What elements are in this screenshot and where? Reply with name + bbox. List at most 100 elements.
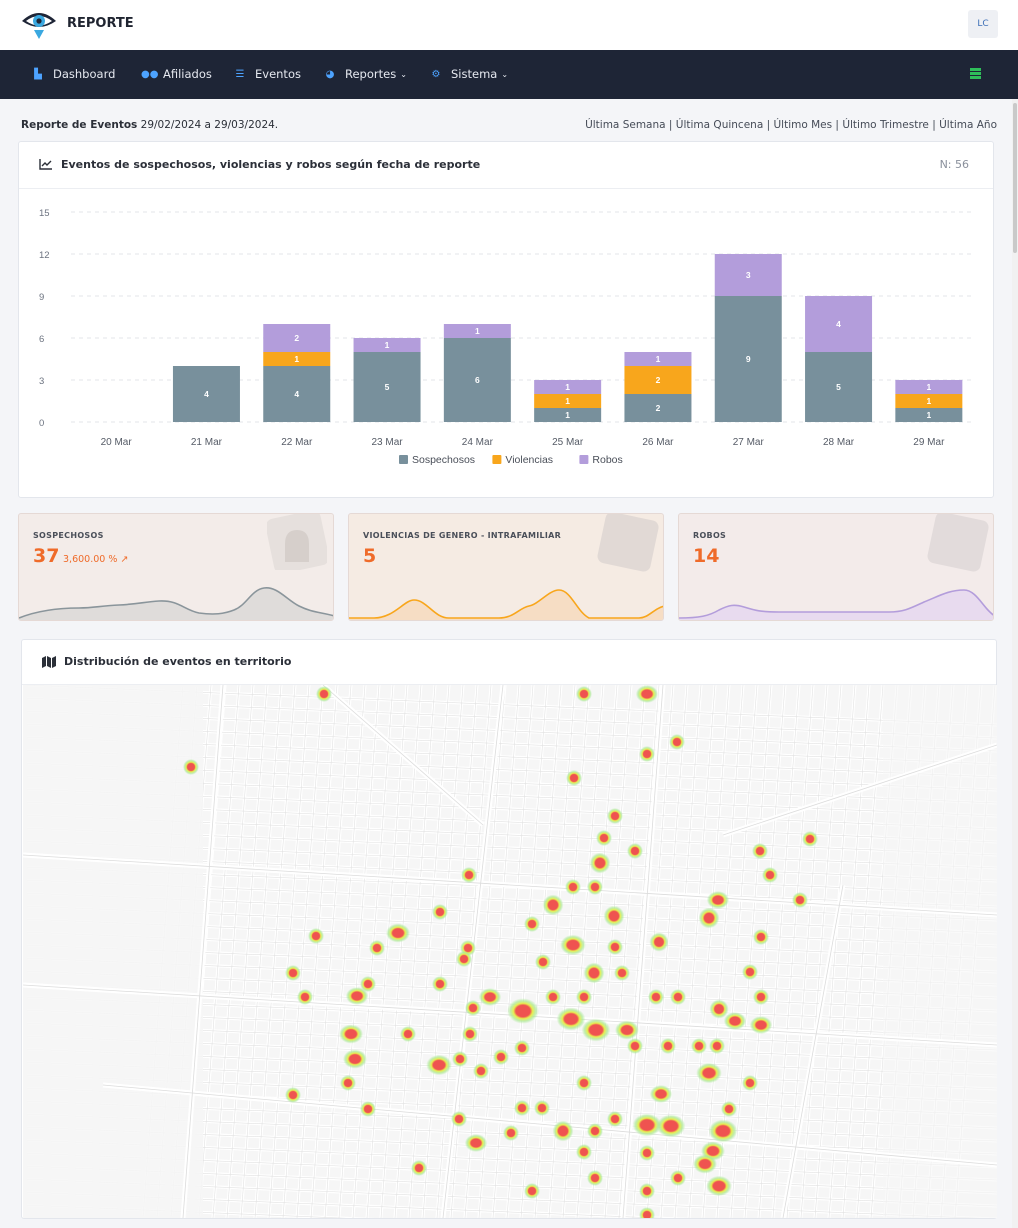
block-edge	[436, 685, 478, 1218]
x-tick-label: 20 Mar	[101, 437, 133, 448]
page-scrollbar[interactable]	[1012, 99, 1018, 1228]
nav-eventos[interactable]: ☰ Eventos	[233, 67, 301, 81]
stat-card-violencias: VIOLENCIAS DE GENERO - INTRAFAMILIAR 5	[348, 513, 664, 621]
city-map[interactable]	[23, 685, 997, 1218]
heat-point	[524, 916, 540, 932]
legend-label: Sospechosos	[412, 454, 475, 466]
map-title: Distribución de eventos en territorio	[64, 655, 292, 668]
bar-segment	[895, 408, 963, 422]
block-edge	[730, 685, 772, 1218]
bar-segment	[172, 366, 240, 422]
heat-point	[706, 891, 730, 909]
heat-point	[698, 907, 720, 929]
chevron-down-icon: ⌄	[501, 69, 509, 79]
heat-point	[589, 852, 611, 874]
x-tick-label: 24 Mar	[462, 437, 494, 448]
bar-data-label: 1	[565, 382, 570, 392]
range-last-year[interactable]: Última Año	[939, 119, 997, 131]
stat-card-robos: ROBOS 14	[678, 513, 994, 621]
bar-data-label: 5	[385, 382, 390, 392]
heat-point	[587, 879, 603, 895]
heat-point	[514, 1040, 530, 1056]
heat-point	[615, 1020, 639, 1040]
range-last-month[interactable]: Último Mes	[773, 119, 833, 131]
x-tick-label: 26 Mar	[642, 437, 674, 448]
x-tick-label: 27 Mar	[733, 437, 765, 448]
block-edge	[520, 685, 562, 1218]
heat-point	[639, 1207, 655, 1218]
heat-point	[632, 1113, 662, 1137]
x-tick-label: 28 Mar	[823, 437, 855, 448]
heat-point	[478, 988, 502, 1006]
range-last-week[interactable]: Última Semana	[585, 119, 666, 131]
bar-segment	[263, 324, 331, 352]
x-tick-label: 25 Mar	[552, 437, 584, 448]
nav-afiliados[interactable]: ●● Afiliados	[141, 67, 212, 81]
heat-point	[639, 1183, 655, 1199]
heat-point	[285, 1087, 301, 1103]
y-tick-label: 15	[39, 208, 50, 219]
heat-point	[660, 1038, 676, 1054]
block-edge	[324, 685, 366, 1218]
territory-map-card: Distribución de eventos en territorio	[21, 639, 997, 1219]
heat-point	[607, 939, 623, 955]
nav-afiliados-label: Afiliados	[163, 67, 212, 81]
bar-segment	[263, 366, 331, 422]
nav-reportes[interactable]: ◕ Reportes ⌄	[323, 67, 407, 81]
heat-point	[524, 1183, 540, 1199]
chart-title: Eventos de sospechosos, violencias y rob…	[61, 158, 481, 171]
x-tick-label: 21 Mar	[191, 437, 223, 448]
stat-card-sospechosos: SOSPECHOSOS 37 3,600.00 % ↗	[18, 513, 334, 621]
stat-value: 37	[33, 545, 60, 567]
heat-point	[639, 746, 655, 762]
heat-point	[297, 989, 313, 1005]
heat-point	[583, 962, 605, 984]
heat-point	[749, 1016, 773, 1034]
sospechosos-sparkline	[19, 587, 333, 620]
heat-point	[386, 923, 410, 943]
nav-dashboard[interactable]: ▙ Dashboard	[31, 67, 115, 81]
heatmap-map[interactable]	[23, 685, 997, 1218]
spreadsheet-icon[interactable]	[970, 68, 981, 79]
heat-point	[560, 934, 586, 956]
nav-sistema[interactable]: ⚙ Sistema ⌄	[429, 67, 509, 81]
brand-name[interactable]: REPORTE	[67, 16, 134, 31]
block-edge	[618, 685, 660, 1218]
trend-up-icon: ↗	[120, 554, 129, 565]
bar-data-label: 4	[836, 319, 841, 329]
range-last-quarter[interactable]: Último Trimestre	[842, 119, 929, 131]
bar-segment	[624, 366, 692, 394]
bar-segment	[534, 408, 602, 422]
heat-point	[603, 905, 625, 927]
heat-point	[587, 1170, 603, 1186]
bar-segment	[624, 352, 692, 366]
legend-label: Violencias	[505, 454, 553, 466]
user-avatar[interactable]: LC	[968, 10, 998, 38]
bar-data-label: 2	[294, 333, 299, 343]
heat-point	[432, 976, 448, 992]
bar-data-label: 1	[385, 340, 390, 350]
block-edge	[240, 685, 282, 1218]
heat-point	[669, 734, 685, 750]
heat-point	[708, 1119, 738, 1143]
range-last-fortnight[interactable]: Última Quincena	[675, 119, 764, 131]
bar-segment	[895, 380, 963, 394]
users-icon: ●●	[141, 68, 159, 80]
heat-point	[576, 686, 592, 702]
heat-point	[581, 1018, 611, 1042]
block-edge	[366, 685, 408, 1218]
chevron-down-icon: ⌄	[400, 69, 407, 79]
robos-sparkline	[679, 589, 993, 620]
bar-data-label: 4	[294, 389, 299, 399]
bar-data-label: 3	[746, 270, 751, 280]
heat-point	[360, 976, 376, 992]
heat-point	[635, 685, 659, 703]
heat-point	[752, 843, 768, 859]
nav-sistema-label: Sistema	[451, 67, 498, 81]
y-tick-label: 6	[39, 334, 44, 345]
block-edge	[394, 685, 436, 1218]
eye-logo-icon[interactable]	[20, 9, 58, 39]
scrollbar-thumb[interactable]	[1013, 103, 1017, 253]
bar-data-label: 1	[294, 354, 299, 364]
heat-point	[507, 998, 539, 1024]
